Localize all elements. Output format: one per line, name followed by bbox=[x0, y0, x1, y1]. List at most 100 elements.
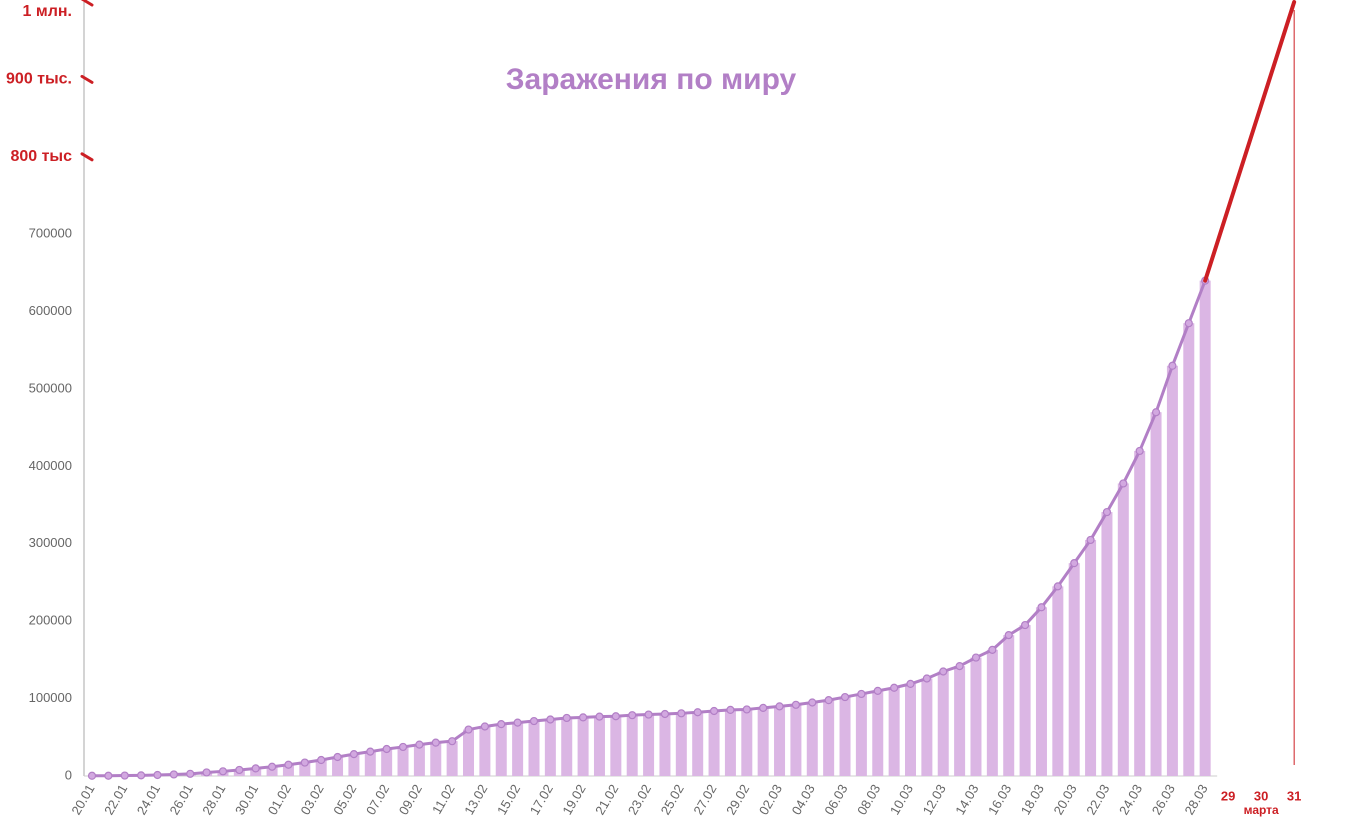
point bbox=[611, 712, 620, 721]
point bbox=[677, 709, 686, 718]
point bbox=[628, 711, 637, 720]
point bbox=[562, 713, 571, 723]
bar bbox=[381, 748, 393, 776]
point bbox=[1151, 408, 1161, 417]
bar bbox=[1117, 483, 1129, 776]
point bbox=[1020, 620, 1030, 630]
point bbox=[840, 692, 850, 702]
point bbox=[202, 768, 211, 777]
point bbox=[398, 742, 408, 752]
bar bbox=[855, 693, 867, 776]
bar bbox=[1150, 412, 1162, 776]
point bbox=[218, 767, 228, 776]
point bbox=[873, 686, 882, 695]
bar bbox=[806, 702, 818, 776]
point bbox=[300, 758, 309, 767]
point bbox=[267, 762, 277, 771]
point bbox=[497, 720, 506, 729]
y-tick-label: 500000 bbox=[29, 380, 72, 395]
point bbox=[988, 645, 997, 654]
point bbox=[808, 698, 817, 707]
point bbox=[333, 752, 342, 762]
point bbox=[1184, 319, 1193, 328]
y-tick-label: 600000 bbox=[29, 303, 72, 318]
point bbox=[644, 710, 653, 719]
point bbox=[791, 700, 801, 709]
point bbox=[1102, 507, 1112, 517]
bar bbox=[593, 716, 605, 776]
annotation-tick bbox=[80, 152, 94, 162]
bar bbox=[1035, 607, 1047, 776]
point bbox=[431, 738, 440, 747]
point bbox=[1168, 361, 1177, 370]
bar bbox=[430, 742, 442, 776]
bar bbox=[659, 714, 671, 776]
annotation-tick-label: 800 тыс bbox=[10, 148, 72, 165]
point bbox=[137, 771, 146, 780]
point bbox=[1037, 603, 1046, 612]
bar bbox=[692, 712, 704, 776]
bar bbox=[626, 715, 638, 776]
point bbox=[235, 765, 244, 775]
bar bbox=[1199, 280, 1211, 776]
bar bbox=[905, 683, 916, 776]
point bbox=[726, 705, 735, 715]
annotation-tick-label: 1 млн. bbox=[23, 3, 72, 20]
bar bbox=[1003, 635, 1015, 776]
point bbox=[153, 770, 162, 780]
annotation-tick bbox=[80, 74, 94, 84]
projection-label: 30 bbox=[1254, 788, 1268, 803]
y-tick-label: 100000 bbox=[29, 690, 72, 705]
y-tick-label: 0 bbox=[65, 767, 72, 782]
point bbox=[595, 712, 604, 721]
point bbox=[1119, 479, 1128, 488]
point bbox=[546, 715, 555, 724]
bar bbox=[724, 709, 736, 776]
bar bbox=[643, 714, 655, 776]
labels: 0 100000 200000 300000 400000 500000 600000 700… bbox=[6, 0, 1301, 817]
y-tick-label: 300000 bbox=[29, 535, 72, 550]
projection-month: марта bbox=[1244, 803, 1279, 817]
point bbox=[1053, 582, 1062, 591]
point bbox=[824, 696, 833, 705]
bar bbox=[528, 721, 540, 776]
bar bbox=[1134, 450, 1146, 776]
point bbox=[529, 716, 539, 726]
projection-label: 31 bbox=[1287, 788, 1301, 803]
point bbox=[939, 667, 948, 676]
bar bbox=[708, 710, 720, 776]
bar bbox=[446, 741, 458, 776]
y-tick-label: 700000 bbox=[29, 226, 72, 241]
point bbox=[104, 771, 113, 780]
point bbox=[857, 689, 866, 699]
bar bbox=[495, 724, 507, 776]
bar bbox=[741, 709, 753, 776]
chart-title: Заражения по миру bbox=[506, 63, 797, 96]
point bbox=[693, 708, 702, 717]
bar bbox=[937, 671, 949, 776]
point bbox=[366, 747, 375, 756]
point bbox=[349, 750, 359, 759]
bar bbox=[1101, 512, 1113, 776]
point bbox=[464, 725, 473, 734]
bar bbox=[1019, 625, 1031, 776]
point bbox=[120, 771, 129, 780]
bar bbox=[610, 716, 622, 776]
bar bbox=[299, 762, 311, 776]
bar bbox=[348, 754, 360, 776]
annotation-tick bbox=[80, 0, 94, 7]
bar bbox=[1166, 365, 1178, 776]
bar bbox=[839, 697, 851, 776]
point bbox=[660, 709, 670, 719]
bar bbox=[561, 717, 573, 776]
marks bbox=[86, 0, 1297, 780]
point bbox=[87, 771, 97, 780]
point bbox=[1086, 535, 1095, 545]
point bbox=[169, 770, 178, 779]
bar bbox=[332, 756, 344, 776]
point bbox=[971, 653, 981, 662]
point bbox=[284, 760, 293, 769]
bar bbox=[986, 649, 998, 776]
